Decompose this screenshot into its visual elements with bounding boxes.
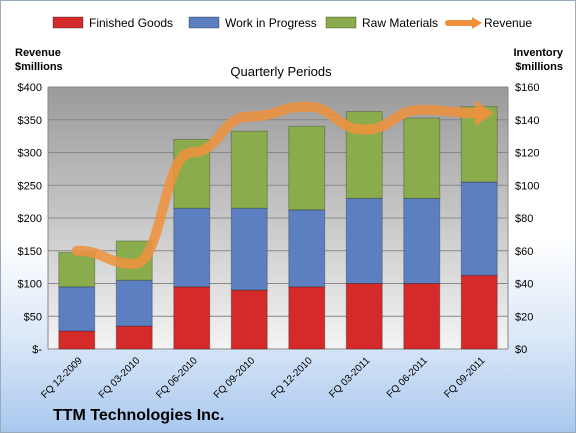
legend-swatch	[188, 16, 220, 29]
bar-work-in-progress	[173, 207, 211, 288]
bar-work-in-progress	[403, 197, 441, 285]
x-tick-label: FQ 09-2011	[442, 355, 487, 400]
bar-raw-materials	[230, 130, 268, 209]
left-tick-label: $250	[18, 180, 42, 192]
bar-finished-goods	[173, 286, 211, 350]
bar-raw-materials	[58, 251, 96, 288]
left-axis-title-line2: $millions	[15, 61, 63, 73]
x-tick-label: FQ 09-2010	[212, 355, 258, 401]
left-tick-label: $150	[18, 246, 42, 258]
left-tick-label: $200	[18, 213, 42, 225]
legend: Finished Goods Work in Progress Raw Materi…	[52, 16, 532, 30]
revenue-line	[71, 100, 494, 269]
x-tick-label: FQ 06-2011	[385, 355, 430, 400]
right-tick-label: $160	[515, 82, 539, 94]
bar-finished-goods	[460, 274, 498, 350]
bar-work-in-progress	[460, 181, 498, 276]
bar-finished-goods	[230, 289, 268, 350]
bar-work-in-progress	[115, 279, 153, 327]
right-tick-label: $0	[515, 344, 527, 356]
legend-label: Work in Progress	[225, 16, 317, 30]
right-tick-label: $80	[515, 213, 533, 225]
right-axis-title-line2: $millions	[515, 61, 563, 73]
x-tick-label: FQ 12-2010	[269, 355, 315, 401]
legend-swatch	[52, 16, 84, 29]
right-tick-label: $120	[515, 148, 539, 160]
bar-work-in-progress	[288, 209, 326, 288]
bar-work-in-progress	[230, 207, 268, 291]
right-tick-label: $100	[515, 180, 539, 192]
bar-raw-materials	[288, 125, 326, 211]
bars	[58, 106, 498, 350]
bar-finished-goods	[115, 325, 153, 350]
bar-finished-goods	[288, 286, 326, 350]
revenue-line-path	[71, 101, 485, 269]
company-name: TTM Technologies Inc.	[53, 407, 225, 424]
left-axis-title-line1: Revenue	[15, 47, 61, 59]
right-tick-label: $140	[515, 115, 539, 127]
bar-finished-goods	[58, 330, 96, 350]
bar-raw-materials	[403, 117, 441, 199]
x-tick-label: FQ 03-2010	[97, 355, 143, 401]
left-tick-label: $350	[18, 115, 42, 127]
right-tick-label: $40	[515, 279, 533, 291]
legend-label: Revenue	[484, 16, 532, 30]
legend-label: Finished Goods	[89, 16, 173, 30]
bar-work-in-progress	[58, 286, 96, 332]
legend-swatch	[325, 16, 357, 29]
left-tick-label: $300	[18, 148, 42, 160]
left-tick-label: $50	[24, 311, 42, 323]
x-tick-label: FQ 06-2010	[154, 355, 200, 401]
right-axis-title-line1: Inventory	[513, 47, 563, 59]
revenue-arrowhead	[475, 100, 494, 127]
left-tick-label: $-	[32, 344, 42, 356]
x-tick-label: FQ 03-2011	[327, 355, 372, 400]
legend-revenue-arrow	[472, 17, 482, 29]
left-tick-label: $400	[18, 82, 42, 94]
left-tick-label: $100	[18, 279, 42, 291]
bar-work-in-progress	[345, 197, 383, 285]
bar-finished-goods	[345, 283, 383, 350]
right-tick-label: $20	[515, 311, 533, 323]
legend-label: Raw Materials	[362, 16, 438, 30]
bar-finished-goods	[403, 283, 441, 350]
x-tick-label: FQ 12-2009	[39, 355, 85, 401]
right-tick-label: $60	[515, 246, 533, 258]
chart-title: Quarterly Periods	[230, 64, 332, 79]
